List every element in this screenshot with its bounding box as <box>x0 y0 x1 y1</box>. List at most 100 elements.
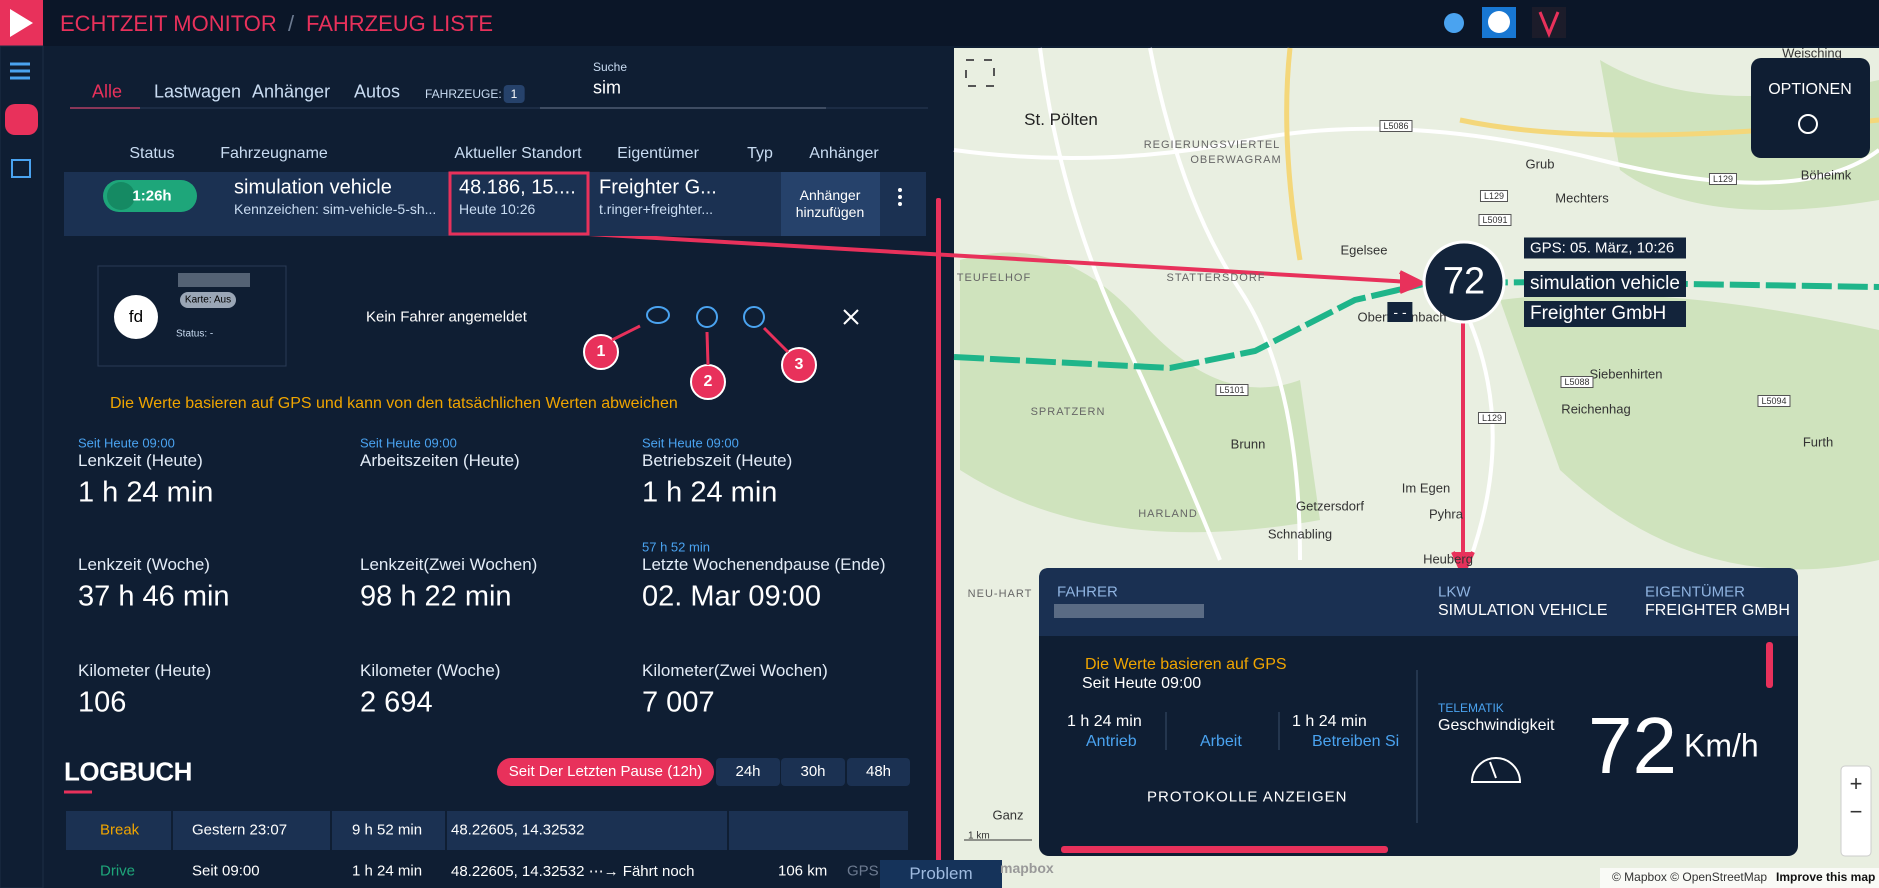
place-label: Mechters <box>1555 190 1609 206</box>
telematics-label: TELEMATIK <box>1438 701 1504 715</box>
place-label: Böheimk <box>1800 167 1852 183</box>
place-label: Schnabling <box>1267 526 1333 542</box>
tab[interactable]: Anhänger <box>252 81 331 102</box>
zoom-controls[interactable] <box>1840 765 1872 857</box>
road-shield: L5094 <box>1757 395 1791 407</box>
tab[interactable]: Autos <box>354 81 401 102</box>
stat-label: Kilometer(Zwei Wochen) <box>642 661 828 680</box>
options-label[interactable]: OPTIONEN <box>1768 81 1852 98</box>
column-header[interactable]: Typ <box>747 145 773 162</box>
logo-mark <box>10 9 33 37</box>
log-start: Gestern 23:07 <box>192 821 288 839</box>
driver-card <box>97 265 287 367</box>
vehicle-marker[interactable] <box>1422 240 1506 324</box>
tab[interactable]: Alle <box>92 81 123 102</box>
place-label: Reichenhag <box>1561 401 1631 417</box>
brand: ECHTZEIT MONITOR <box>60 11 277 36</box>
add-trailer-label[interactable]: Anhänger hinzufügen <box>795 187 865 220</box>
log-distance: 106 km <box>778 862 828 880</box>
stat-value: 98 h 22 min <box>360 580 512 613</box>
log-type: Break <box>100 821 140 839</box>
header-bar <box>0 0 1879 46</box>
add-trailer[interactable] <box>781 172 880 236</box>
log-cells <box>171 811 729 850</box>
owner: Freighter G... <box>599 176 717 199</box>
help-icon[interactable] <box>1444 13 1464 33</box>
problem-label[interactable]: Problem <box>909 864 973 883</box>
metric-value: 1 h 24 min <box>1292 713 1367 730</box>
search-input[interactable]: sim <box>593 77 621 98</box>
zoom-out[interactable]: − <box>1849 799 1863 824</box>
log-duration: 1 h 24 min <box>352 862 423 880</box>
roads <box>953 47 1879 561</box>
show-logs[interactable]: PROTOKOLLE ANZEIGEN <box>1147 788 1348 806</box>
column-header[interactable]: Status <box>129 145 175 162</box>
log-location: 48.22605, 14.32532 <box>451 821 585 839</box>
stat-label: Letzte Wochenendpause (Ende) <box>642 555 886 574</box>
info-panel <box>1039 568 1798 856</box>
close-icon[interactable] <box>843 309 859 325</box>
marker-speed[interactable]: 72 <box>1442 260 1486 303</box>
marker-gps: GPS: 05. März, 10:26 <box>1524 237 1686 259</box>
callout: 2 <box>703 373 713 390</box>
place-label: STATTERSDORF <box>1166 272 1266 284</box>
row-menu[interactable] <box>898 188 902 206</box>
log-filter[interactable]: 48h <box>847 758 910 786</box>
column-header[interactable]: Eigentümer <box>617 145 699 162</box>
metric-label: Antrieb <box>1086 733 1137 750</box>
metric-label: Arbeit <box>1200 733 1242 750</box>
stat-note: Seit Heute 09:00 <box>642 435 739 451</box>
gps-warning: Die Werte basieren auf GPS und kann von … <box>110 395 678 412</box>
road-shield: L129 <box>1477 412 1507 424</box>
stat-value: 106 <box>78 686 127 719</box>
fullscreen[interactable] <box>965 59 995 87</box>
stat-label: Lenkzeit(Zwei Wochen) <box>360 555 538 574</box>
place-label: OBERWAGRAM <box>1190 154 1282 166</box>
road-shield: L5091 <box>1478 214 1512 226</box>
place-label: REGIERUNGSVIERTEL <box>1143 139 1281 151</box>
options-box[interactable] <box>1751 58 1870 158</box>
panel-owner-label: EIGENTÜMER <box>1645 583 1746 601</box>
place-label: HARLAND <box>1138 508 1198 520</box>
place-label: St. Pölten <box>1024 110 1098 129</box>
initials: fd <box>128 307 144 326</box>
problem-button[interactable] <box>880 860 1002 888</box>
place-label: Furth <box>1802 434 1834 450</box>
place-label: Ganz <box>992 807 1024 823</box>
scrollbar <box>936 198 941 882</box>
column-header[interactable]: Anhänger <box>809 145 879 162</box>
no-driver: Kein Fahrer angemeldet <box>366 308 527 326</box>
log-filter[interactable]: 30h <box>781 758 845 786</box>
vehicles-nav[interactable] <box>5 104 38 135</box>
log-filter[interactable]: 24h <box>716 758 780 786</box>
separator: / <box>288 11 295 36</box>
location: 48.186, 15.... <box>459 176 576 199</box>
improve-map[interactable]: Improve this map <box>1776 870 1876 884</box>
column-header[interactable]: Aktueller Standort <box>454 145 582 162</box>
count-label: FAHRZEUGE: <box>425 87 502 101</box>
stat-value: 37 h 46 min <box>78 580 230 613</box>
tab[interactable]: Lastwagen <box>154 81 242 102</box>
place-label: TEUFELHOF <box>956 272 1032 284</box>
speed-label: Geschwindigkeit <box>1438 717 1555 734</box>
stat-value: 1 h 24 min <box>78 476 214 509</box>
card-status: Karte: Aus <box>184 294 232 306</box>
calc-nav[interactable] <box>11 159 31 178</box>
road-shield: L5086 <box>1379 120 1413 132</box>
stat-label: Arbeitszeiten (Heute) <box>360 451 520 470</box>
panel-owner: FREIGHTER GMBH <box>1645 602 1790 619</box>
log-filter[interactable]: Seit Der Letzten Pause (12h) <box>497 758 714 786</box>
action-icons[interactable] <box>646 306 765 328</box>
zoom-in[interactable]: + <box>1849 771 1863 796</box>
gauge-needle <box>1489 761 1497 779</box>
panel-warning: Die Werte basieren auf GPS <box>1085 656 1287 673</box>
column-header[interactable]: Fahrzeugname <box>220 145 328 162</box>
place-label: Getzersdorf <box>1296 498 1364 514</box>
log-start: Seit 09:00 <box>192 862 260 880</box>
metric-label: Betreiben Si <box>1312 733 1400 750</box>
place-label: NEU-HART <box>967 588 1033 600</box>
scale-label: 1 km <box>968 830 990 842</box>
callout: 1 <box>596 343 606 360</box>
sidebar <box>0 45 44 888</box>
